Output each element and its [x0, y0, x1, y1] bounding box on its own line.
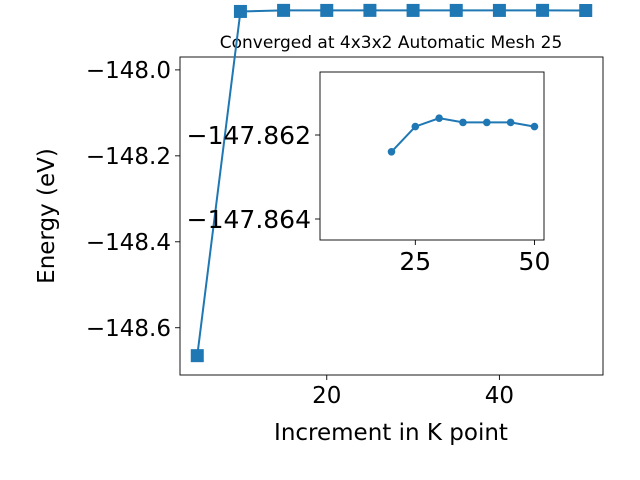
data-point	[363, 3, 377, 17]
inset-x-ticks: 25 50	[399, 240, 550, 276]
data-point	[233, 4, 247, 18]
series-line	[196, 9, 586, 356]
inset-plot-frame	[319, 71, 545, 241]
data-point	[579, 4, 593, 18]
data-point	[277, 3, 291, 17]
data-point	[411, 122, 420, 131]
y-tick-label: −147.862	[187, 121, 311, 150]
y-axis-label: Energy (eV)	[34, 148, 60, 284]
data-point	[320, 3, 334, 17]
data-point	[506, 118, 515, 127]
y-tick-label: −148.2	[86, 144, 171, 170]
data-point	[459, 118, 467, 127]
y-tick-label: −148.6	[86, 316, 171, 342]
y-tick-label: −148.0	[86, 58, 171, 84]
chart-title: Converged at 4x3x2 Automatic Mesh 25	[220, 33, 563, 53]
x-tick-label: 25	[399, 247, 431, 276]
x-axis-label: Increment in K point	[274, 420, 508, 446]
inset-series	[387, 114, 539, 156]
data-point	[387, 148, 396, 156]
y-tick-label: −148.4	[86, 230, 171, 256]
main-series	[190, 3, 593, 363]
data-point	[435, 114, 443, 122]
x-tick-label: 40	[485, 383, 514, 409]
x-tick-label: 20	[312, 383, 341, 409]
data-point	[190, 349, 204, 363]
data-point	[483, 118, 491, 127]
data-point	[530, 122, 539, 131]
y-tick-label: −147.864	[187, 205, 311, 234]
main-x-ticks: 20 40	[312, 375, 514, 409]
data-point	[449, 3, 463, 17]
data-point	[406, 3, 420, 17]
data-point	[492, 3, 506, 17]
x-tick-label: 50	[519, 247, 551, 276]
data-point	[536, 3, 550, 17]
inset-y-ticks: −147.864 −147.862	[187, 121, 320, 234]
main-y-ticks: −148.6 −148.4 −148.2 −148.0	[86, 58, 180, 342]
